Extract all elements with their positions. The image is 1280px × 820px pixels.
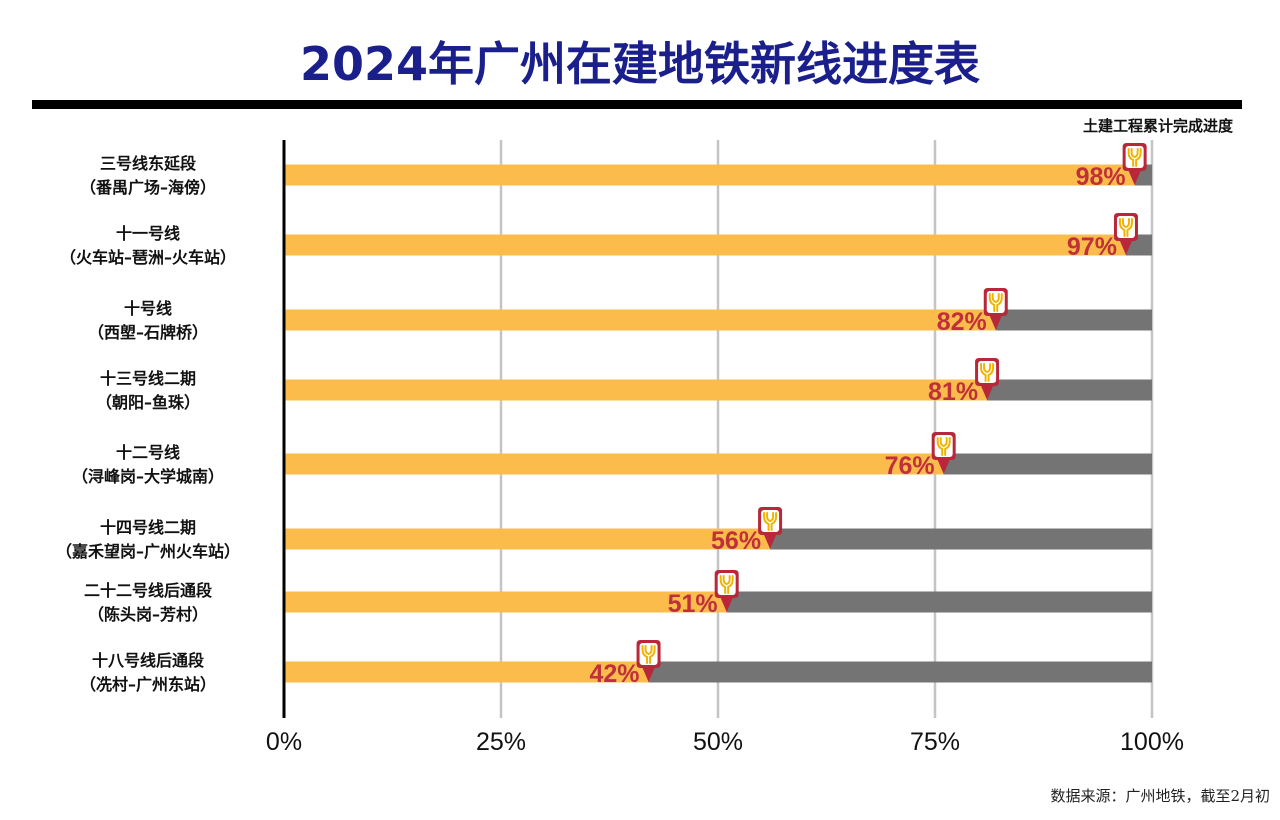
bar-completed xyxy=(284,164,1135,186)
category-sublabel: （西塱–石牌桥） xyxy=(88,323,208,342)
metro-logo-pin-icon xyxy=(1122,143,1147,185)
category-sublabel: （朝阳–鱼珠） xyxy=(96,393,200,412)
x-tick-label: 25% xyxy=(476,728,526,756)
value-label: 82% xyxy=(937,308,987,336)
bar-completed xyxy=(284,379,988,401)
metro-logo-pin-icon xyxy=(758,507,783,549)
bar-completed xyxy=(284,453,944,475)
category-sublabel: （番禺广场–海傍） xyxy=(80,178,216,197)
x-tick-label: 100% xyxy=(1120,728,1184,756)
bar-completed xyxy=(284,528,771,550)
category-sublabel: （火车站–琶洲–火车站） xyxy=(60,248,236,267)
metro-logo-pin-icon xyxy=(714,570,739,612)
metro-logo-pin-icon xyxy=(983,288,1008,330)
data-source-note: 数据来源：广州地铁，截至2月初 xyxy=(1050,787,1270,805)
category-label: 三号线东延段 xyxy=(100,154,197,173)
category-sublabel: （陈头岗–芳村） xyxy=(88,605,208,624)
bar-completed xyxy=(284,309,996,331)
value-label: 76% xyxy=(885,452,935,480)
category-label: 十号线 xyxy=(124,299,172,318)
chart-title: 2024年广州在建地铁新线进度表 xyxy=(299,37,981,91)
category-sublabel: （浔峰岗–大学城南） xyxy=(72,467,224,486)
value-label: 98% xyxy=(1076,163,1126,191)
value-label: 97% xyxy=(1067,233,1117,261)
value-label: 42% xyxy=(590,660,640,688)
value-label: 51% xyxy=(668,590,718,618)
legend-label: 土建工程累计完成进度 xyxy=(1083,117,1234,135)
bar-completed xyxy=(284,591,727,613)
bar-completed xyxy=(284,661,649,683)
x-tick-label: 75% xyxy=(910,728,960,756)
category-label: 二十二号线后通段 xyxy=(84,581,213,600)
metro-logo-pin-icon xyxy=(1113,213,1138,255)
x-tick-label: 50% xyxy=(693,728,743,756)
title-divider xyxy=(32,100,1242,109)
metro-logo-pin-icon xyxy=(636,640,661,682)
metro-logo-pin-icon xyxy=(931,432,956,474)
category-label: 十二号线 xyxy=(116,443,180,462)
bar-completed xyxy=(284,234,1126,256)
category-label: 十一号线 xyxy=(116,224,180,243)
value-label: 56% xyxy=(711,527,761,555)
value-label: 81% xyxy=(928,378,978,406)
metro-logo-pin-icon xyxy=(975,358,1000,400)
category-label: 十四号线二期 xyxy=(100,518,196,537)
category-sublabel: （冼村–广州东站） xyxy=(80,675,216,694)
category-sublabel: （嘉禾望岗–广州火车站） xyxy=(56,542,240,561)
category-label: 十八号线后通段 xyxy=(92,651,205,670)
category-label: 十三号线二期 xyxy=(100,369,196,388)
x-tick-label: 0% xyxy=(266,728,302,756)
